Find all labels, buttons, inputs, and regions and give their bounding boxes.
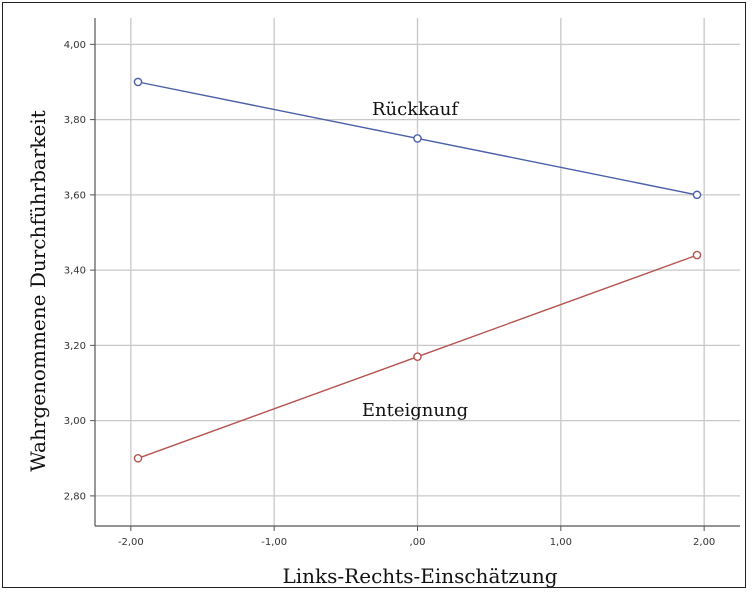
y-tick-label: 3,80 — [64, 115, 86, 126]
y-tick-label: 3,40 — [64, 266, 86, 277]
y-tick-label: 3,00 — [64, 416, 86, 427]
x-tick-label: 1,00 — [550, 537, 572, 548]
x-axis-title: Links-Rechts-Einschätzung — [282, 564, 557, 588]
chart-frame — [2, 2, 746, 588]
data-point-enteignung — [413, 352, 422, 361]
y-tick-label: 3,20 — [64, 341, 86, 352]
y-tick-labels: 2,80 3,00 3,20 3,40 3,60 3,80 4,00 — [64, 40, 86, 503]
x-tick-label: 2,00 — [693, 537, 715, 548]
y-axis-title: Wahrgenommene Durchführbarkeit — [26, 110, 50, 472]
x-tick-label: -1,00 — [261, 537, 287, 548]
y-tick-label: 2,80 — [64, 491, 86, 502]
series-points — [133, 77, 702, 463]
x-tick-label: ,00 — [410, 537, 426, 548]
data-point-rueckkauf — [692, 190, 702, 200]
grid — [95, 18, 740, 526]
series-label-enteignung: Enteignung — [362, 400, 468, 421]
series-label-rueckkauf: Rückkauf — [372, 99, 459, 120]
data-point-rueckkauf — [413, 134, 422, 143]
y-tick-label: 3,60 — [64, 190, 86, 201]
x-tick-label: -2,00 — [118, 537, 144, 548]
data-point-enteignung — [692, 250, 702, 260]
axes — [90, 18, 740, 531]
x-tick-labels: -2,00 -1,00 ,00 1,00 2,00 — [118, 537, 715, 548]
y-tick-label: 4,00 — [64, 40, 86, 51]
data-point-rueckkauf — [133, 77, 143, 87]
data-point-enteignung — [133, 453, 143, 463]
